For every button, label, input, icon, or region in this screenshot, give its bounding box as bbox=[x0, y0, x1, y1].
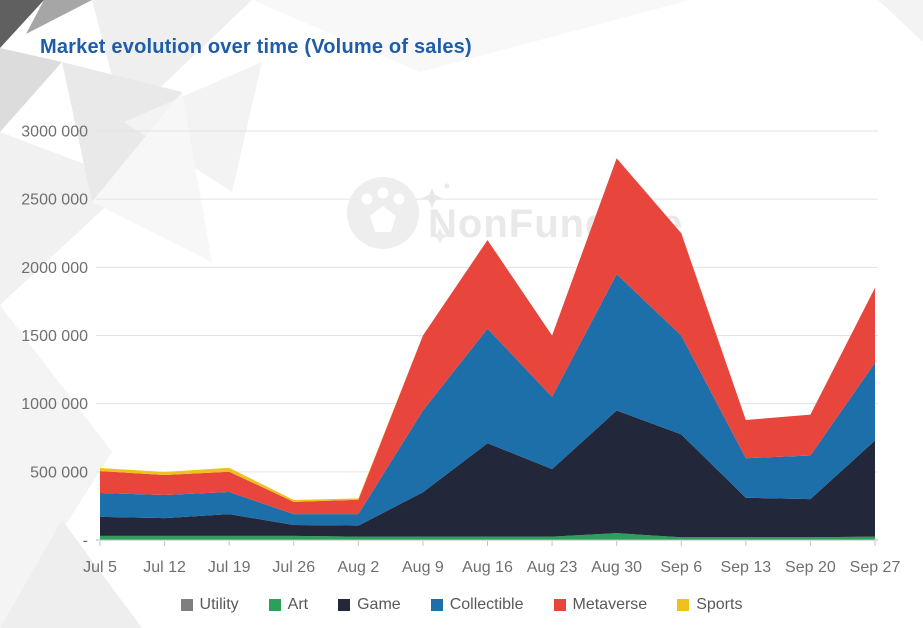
x-tick-label: Jul 19 bbox=[208, 559, 251, 576]
x-tick-label: Sep 6 bbox=[660, 559, 702, 576]
legend-item-art: Art bbox=[268, 596, 309, 614]
legend-item-sports: Sports bbox=[677, 596, 742, 614]
y-tick-label: 3000 000 bbox=[21, 124, 88, 141]
y-tick-label: 500 000 bbox=[30, 464, 88, 481]
x-tick-label: Aug 30 bbox=[591, 559, 642, 576]
area-collectible bbox=[100, 274, 875, 526]
x-tick-label: Aug 16 bbox=[462, 559, 513, 576]
area-metaverse bbox=[100, 158, 875, 515]
sparkle-icon bbox=[432, 228, 448, 244]
legend-swatch-icon bbox=[268, 599, 281, 611]
sparkle-icon bbox=[444, 183, 450, 189]
x-tick-label: Sep 13 bbox=[720, 559, 771, 576]
x-tick-label: Sep 20 bbox=[785, 559, 836, 576]
x-tick-label: Aug 23 bbox=[527, 559, 578, 576]
x-tick-label: Aug 9 bbox=[402, 559, 444, 576]
legend-swatch-icon bbox=[430, 599, 443, 611]
y-tick-label: 1000 000 bbox=[21, 396, 88, 413]
y-tick-label: - bbox=[83, 533, 88, 550]
legend-item-utility: Utility bbox=[180, 596, 239, 614]
x-tick-label: Jul 12 bbox=[143, 559, 186, 576]
area-game bbox=[100, 410, 875, 538]
x-tick-label: Sep 27 bbox=[850, 559, 901, 576]
legend-label: Art bbox=[287, 596, 309, 613]
y-tick-label: 1500 000 bbox=[21, 328, 88, 345]
chart-title: Market evolution over time (Volume of sa… bbox=[40, 36, 472, 58]
legend-label: Metaverse bbox=[572, 596, 648, 613]
legend-swatch-icon bbox=[180, 599, 193, 611]
x-tick-label: Jul 26 bbox=[272, 559, 315, 576]
legend-swatch-icon bbox=[677, 599, 690, 611]
legend-label: Game bbox=[357, 596, 401, 613]
paw-toe-icon bbox=[361, 193, 373, 205]
x-tick-label: Aug 2 bbox=[337, 559, 379, 576]
legend-label: Collectible bbox=[449, 596, 524, 613]
y-tick-label: 2500 000 bbox=[21, 192, 88, 209]
legend-item-metaverse: Metaverse bbox=[553, 596, 648, 614]
legend-label: Sports bbox=[696, 596, 743, 613]
legend-swatch-icon bbox=[338, 599, 351, 611]
x-tick-label: Jul 5 bbox=[83, 559, 117, 576]
legend-item-collectible: Collectible bbox=[430, 596, 524, 614]
paw-pad-icon bbox=[370, 206, 396, 232]
chart-legend: Utility Art Game Collectible Metaverse Sports bbox=[0, 592, 923, 618]
paw-toe-icon bbox=[377, 187, 389, 199]
y-tick-label: 2000 000 bbox=[21, 260, 88, 277]
sparkle-icon bbox=[422, 188, 442, 208]
legend-swatch-icon bbox=[553, 599, 566, 611]
paw-toe-icon bbox=[393, 193, 405, 205]
legend-item-game: Game bbox=[338, 596, 401, 614]
legend-label: Utility bbox=[199, 596, 239, 613]
